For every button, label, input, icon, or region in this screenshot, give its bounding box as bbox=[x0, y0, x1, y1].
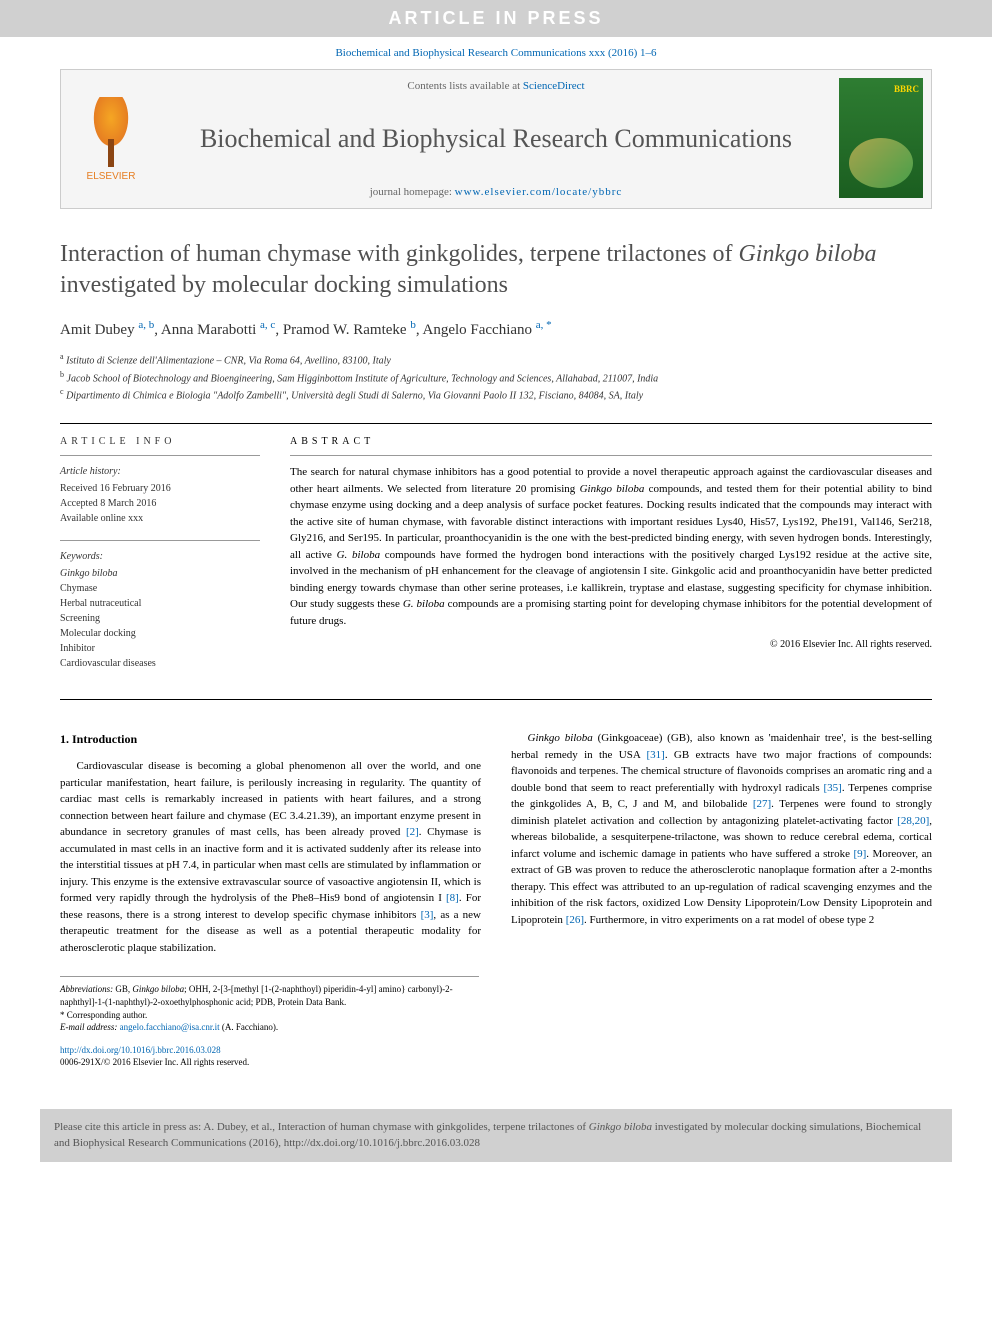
cite-italic: Ginkgo biloba bbox=[589, 1121, 652, 1133]
body-columns: 1. Introduction Cardiovascular disease i… bbox=[60, 730, 932, 956]
email-label: E-mail address: bbox=[60, 1022, 117, 1032]
doi-block: http://dx.doi.org/10.1016/j.bbrc.2016.03… bbox=[60, 1044, 479, 1069]
author-2: , Anna Marabotti bbox=[154, 322, 260, 338]
main-content: Interaction of human chymase with ginkgo… bbox=[0, 209, 992, 1089]
accepted-date: Accepted 8 March 2016 bbox=[60, 496, 260, 511]
affiliation-a: a Istituto di Scienze dell'Alimentazione… bbox=[60, 351, 932, 368]
p2-ref2[interactable]: [35] bbox=[823, 782, 841, 794]
authors-line: Amit Dubey a, b, Anna Marabotti a, c, Pr… bbox=[60, 319, 932, 339]
keyword-6: Cardiovascular diseases bbox=[60, 656, 260, 671]
journal-cover bbox=[831, 70, 931, 208]
elsevier-label: ELSEVIER bbox=[87, 171, 136, 182]
elsevier-tree-icon bbox=[81, 97, 141, 167]
affiliation-b-text: Jacob School of Biotechnology and Bioeng… bbox=[67, 373, 659, 384]
homepage-prefix: journal homepage: bbox=[370, 186, 455, 198]
article-info-col: ARTICLE INFO Article history: Received 1… bbox=[60, 436, 260, 685]
contents-available-line: Contents lists available at ScienceDirec… bbox=[181, 80, 811, 92]
keywords-label: Keywords: bbox=[60, 549, 260, 564]
abstract-italic1: Ginkgo biloba bbox=[580, 483, 645, 495]
intro-p2: Ginkgo biloba (Ginkgoaceae) (GB), also k… bbox=[511, 730, 932, 928]
abbrev-label: Abbreviations: bbox=[60, 984, 113, 994]
p1-ref1[interactable]: [2] bbox=[406, 826, 419, 838]
elsevier-logo: ELSEVIER bbox=[61, 70, 161, 208]
divider-top bbox=[60, 423, 932, 424]
title-binomial: Ginkgo biloba bbox=[738, 241, 876, 267]
citation-header: Biochemical and Biophysical Research Com… bbox=[0, 37, 992, 69]
abstract-col: ABSTRACT The search for natural chymase … bbox=[290, 436, 932, 685]
footnotes: Abbreviations: GB, Ginkgo biloba; OHH, 2… bbox=[60, 976, 479, 1033]
abstract-italic3: G. biloba bbox=[403, 598, 445, 610]
journal-banner: ELSEVIER Contents lists available at Sci… bbox=[60, 69, 932, 209]
abstract-text: The search for natural chymase inhibitor… bbox=[290, 464, 932, 629]
abstract-heading: ABSTRACT bbox=[290, 436, 932, 447]
p1b-ref[interactable]: [3] bbox=[421, 909, 434, 921]
received-date: Received 16 February 2016 bbox=[60, 481, 260, 496]
abstract-sep bbox=[290, 455, 932, 456]
cite-pre: Please cite this article in press as: A.… bbox=[54, 1121, 589, 1133]
title-part2: investigated by molecular docking simula… bbox=[60, 272, 508, 298]
affiliation-c: c Dipartimento di Chimica e Biologia "Ad… bbox=[60, 386, 932, 403]
cite-this-banner: Please cite this article in press as: A.… bbox=[40, 1109, 952, 1162]
divider-bottom bbox=[60, 699, 932, 700]
p1-ref2[interactable]: [8] bbox=[446, 892, 459, 904]
article-info-heading: ARTICLE INFO bbox=[60, 436, 260, 447]
info-abstract-row: ARTICLE INFO Article history: Received 1… bbox=[60, 436, 932, 685]
p2-ref4[interactable]: [28,20] bbox=[897, 815, 929, 827]
issn-line: 0006-291X/© 2016 Elsevier Inc. All right… bbox=[60, 1056, 479, 1069]
keyword-5: Inhibitor bbox=[60, 641, 260, 656]
keyword-4: Molecular docking bbox=[60, 626, 260, 641]
corresponding-author: * Corresponding author. bbox=[60, 1009, 479, 1022]
history-label: Article history: bbox=[60, 464, 260, 479]
author-4-affil: a, * bbox=[536, 319, 552, 331]
journal-cover-image bbox=[839, 78, 923, 198]
p2-g: . Furthermore, in vitro experiments on a… bbox=[584, 914, 874, 926]
keywords-block: Keywords: Ginkgo biloba Chymase Herbal n… bbox=[60, 549, 260, 671]
keyword-0: Ginkgo biloba bbox=[60, 566, 260, 581]
p2-ref6[interactable]: [26] bbox=[566, 914, 584, 926]
p2-italic: Ginkgo biloba bbox=[528, 732, 593, 744]
abbreviations-line: Abbreviations: GB, Ginkgo biloba; OHH, 2… bbox=[60, 983, 479, 1008]
doi-link[interactable]: http://dx.doi.org/10.1016/j.bbrc.2016.03… bbox=[60, 1045, 221, 1055]
info-sep-1 bbox=[60, 455, 260, 456]
keyword-1: Chymase bbox=[60, 581, 260, 596]
keywords-list: Ginkgo biloba Chymase Herbal nutraceutic… bbox=[60, 566, 260, 671]
p2-ref1[interactable]: [31] bbox=[646, 749, 664, 761]
homepage-link[interactable]: www.elsevier.com/locate/ybbrc bbox=[455, 186, 623, 198]
email-suffix: (A. Facchiano). bbox=[220, 1022, 278, 1032]
author-4: , Angelo Facchiano bbox=[416, 322, 536, 338]
article-title: Interaction of human chymase with ginkgo… bbox=[60, 239, 932, 301]
email-line: E-mail address: angelo.facchiano@isa.cnr… bbox=[60, 1021, 479, 1034]
homepage-line: journal homepage: www.elsevier.com/locat… bbox=[181, 186, 811, 198]
online-date: Available online xxx bbox=[60, 511, 260, 526]
affiliation-b: b Jacob School of Biotechnology and Bioe… bbox=[60, 369, 932, 386]
history-block: Article history: Received 16 February 20… bbox=[60, 464, 260, 526]
info-sep-2 bbox=[60, 540, 260, 541]
p2-ref3[interactable]: [27] bbox=[753, 798, 771, 810]
title-part1: Interaction of human chymase with ginkgo… bbox=[60, 241, 738, 267]
author-3: , Pramod W. Ramteke bbox=[275, 322, 410, 338]
keyword-3: Screening bbox=[60, 611, 260, 626]
article-in-press-banner: ARTICLE IN PRESS bbox=[0, 0, 992, 37]
affiliation-a-text: Istituto di Scienze dell'Alimentazione –… bbox=[66, 356, 391, 367]
abstract-italic2: G. biloba bbox=[337, 549, 380, 561]
affiliations: a Istituto di Scienze dell'Alimentazione… bbox=[60, 351, 932, 403]
sciencedirect-link[interactable]: ScienceDirect bbox=[523, 80, 585, 92]
author-2-affil: a, c bbox=[260, 319, 275, 331]
keyword-2: Herbal nutraceutical bbox=[60, 596, 260, 611]
author-1: Amit Dubey bbox=[60, 322, 138, 338]
abbrev-text: GB, bbox=[113, 984, 132, 994]
email-link[interactable]: angelo.facchiano@isa.cnr.it bbox=[120, 1022, 220, 1032]
abstract-copyright: © 2016 Elsevier Inc. All rights reserved… bbox=[290, 639, 932, 650]
affiliation-c-text: Dipartimento di Chimica e Biologia "Adol… bbox=[66, 390, 643, 401]
banner-center: Contents lists available at ScienceDirec… bbox=[161, 70, 831, 208]
abbrev-italic: Ginkgo biloba bbox=[132, 984, 184, 994]
p2-ref5[interactable]: [9] bbox=[853, 848, 866, 860]
journal-name: Biochemical and Biophysical Research Com… bbox=[181, 124, 811, 154]
contents-prefix: Contents lists available at bbox=[407, 80, 522, 92]
intro-heading: 1. Introduction bbox=[60, 730, 481, 748]
author-1-affil: a, b bbox=[138, 319, 154, 331]
intro-p1: Cardiovascular disease is becoming a glo… bbox=[60, 758, 481, 956]
